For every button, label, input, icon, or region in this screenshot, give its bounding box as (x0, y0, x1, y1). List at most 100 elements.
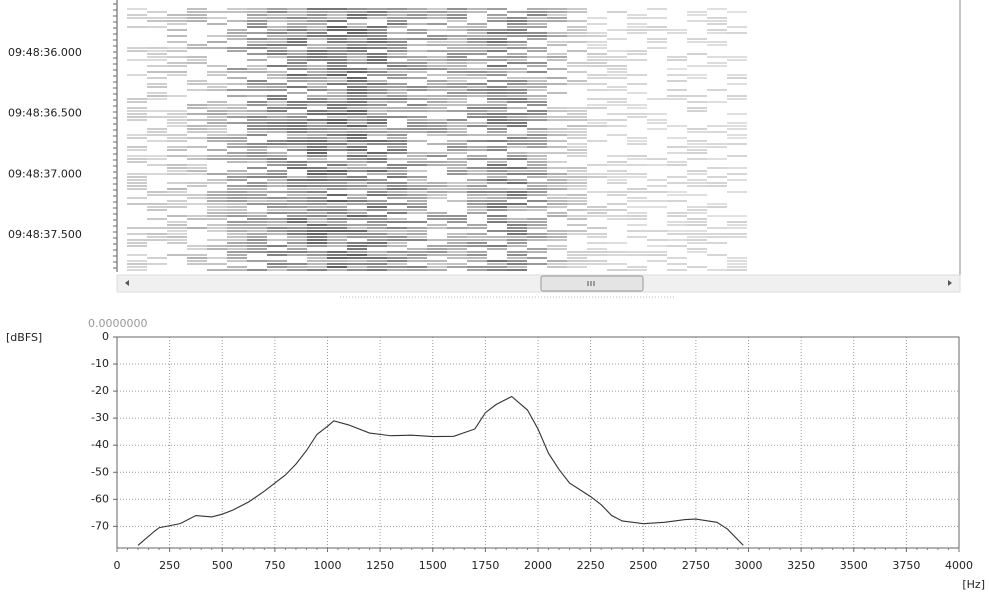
spectrogram-cell (567, 143, 587, 145)
spectrogram-cell (527, 26, 547, 28)
spectrogram-cell (307, 32, 327, 34)
spectrogram-cell (527, 161, 547, 163)
spectrogram-cell (167, 125, 187, 127)
spectrogram-cell (307, 197, 327, 199)
spectrogram-cell (487, 113, 507, 115)
spectrogram-cell (447, 92, 467, 94)
spectrogram-cell (327, 140, 347, 142)
spectrogram-cell (707, 125, 727, 127)
spectrogram-cell (307, 221, 327, 223)
spectrogram-cell (547, 59, 567, 61)
spectrogram-cell (367, 257, 387, 259)
spectrogram-cell (527, 62, 547, 64)
spectrogram-cell (287, 194, 307, 196)
spectrogram-cell (487, 182, 507, 184)
spectrogram-cell (267, 26, 287, 28)
spectrogram-cell (467, 110, 487, 112)
spectrogram-cell (307, 140, 327, 142)
spectrogram-cell (287, 14, 307, 16)
spectrogram-cell (467, 53, 487, 55)
spectrogram-cell (227, 245, 247, 247)
spectrogram-cell (387, 188, 407, 190)
spectrogram-cell (307, 35, 327, 37)
spectrogram-cell (487, 158, 507, 160)
spectrogram-cell (547, 20, 567, 22)
spectrogram-cell (347, 101, 367, 103)
spectrogram-cell (127, 185, 147, 187)
spectrogram-cell (387, 170, 407, 172)
spectrogram-cell (127, 179, 147, 181)
spectrogram-cell (327, 179, 347, 181)
spectrogram-cell (267, 251, 287, 253)
x-axis-label: [Hz] (962, 578, 985, 591)
scroll-thumb[interactable] (540, 275, 644, 292)
spectrogram-cell (467, 203, 487, 205)
spectrogram-cell (427, 23, 447, 25)
spectrogram-cell (347, 155, 367, 157)
spectrogram-cell (467, 251, 487, 253)
spectrogram-cell (227, 224, 247, 226)
spectrogram-cell (527, 200, 547, 202)
spectrogram-cell (487, 179, 507, 181)
spectrogram-cell (527, 32, 547, 34)
time-label: 09:48:36.500 (8, 107, 82, 120)
spectrogram-cell (587, 98, 607, 100)
scrollbar[interactable] (116, 274, 961, 293)
spectrogram-cell (367, 95, 387, 97)
spectrogram-cell (147, 206, 167, 208)
spectrogram-cell (467, 107, 487, 109)
spectrogram-cell (227, 158, 247, 160)
spectrogram-cell (167, 164, 187, 166)
scroll-left[interactable] (125, 280, 129, 286)
spectrogram-cell (267, 203, 287, 205)
spectrogram-cell (467, 194, 487, 196)
spectrogram-cell (247, 89, 267, 91)
spectrogram-cell (687, 11, 707, 13)
spectrogram-cell (287, 53, 307, 55)
spectrogram-cell (227, 200, 247, 202)
spectrogram-cell (727, 269, 747, 271)
spectrogram-cell (467, 8, 487, 10)
spectrogram-cell (507, 146, 527, 148)
spectrogram-cell (467, 158, 487, 160)
spectrogram-cell (267, 122, 287, 124)
spectrogram-cell (667, 59, 687, 61)
spectrogram-cell (527, 110, 547, 112)
spectrogram-cell (267, 197, 287, 199)
spectrogram-cell (607, 215, 627, 217)
spectrogram-cell (187, 44, 207, 46)
spectrogram-cell (167, 113, 187, 115)
spectrogram-cell (427, 260, 447, 262)
spectrogram-cell (467, 167, 487, 169)
spectrogram-cell (607, 269, 627, 271)
spectrogram-cell (647, 179, 667, 181)
spectrogram-cell (267, 29, 287, 31)
spectrogram-cell (487, 248, 507, 250)
spectrogram-cell (347, 77, 367, 79)
spectrogram-cell (347, 68, 367, 70)
spectrogram-cell (427, 197, 447, 199)
spectrogram-cell (467, 257, 487, 259)
x-tick-label: 0 (114, 559, 121, 572)
spectrogram-cell (227, 71, 247, 73)
spectrogram-cell (227, 206, 247, 208)
spectrogram-cell (507, 89, 527, 91)
spectrogram-cell (247, 230, 267, 232)
spectrogram-cell (567, 107, 587, 109)
spectrogram-cell (367, 134, 387, 136)
spectrogram-cell (507, 143, 527, 145)
spectrogram-cell (467, 239, 487, 241)
spectrogram-cell (187, 128, 207, 130)
spectrogram-cell (387, 221, 407, 223)
spectrogram-cell (307, 209, 327, 211)
scroll-right[interactable] (948, 280, 952, 286)
spectrogram-cell (267, 179, 287, 181)
spectrogram-cell (727, 191, 747, 193)
spectrogram-cell (707, 233, 727, 235)
spectrogram-cell (287, 32, 307, 34)
spectrogram-cell (487, 203, 507, 205)
spectrogram-cell (307, 182, 327, 184)
spectrogram-cell (407, 8, 427, 10)
spectrogram-cell (347, 32, 367, 34)
spectrogram-cell (307, 128, 327, 130)
